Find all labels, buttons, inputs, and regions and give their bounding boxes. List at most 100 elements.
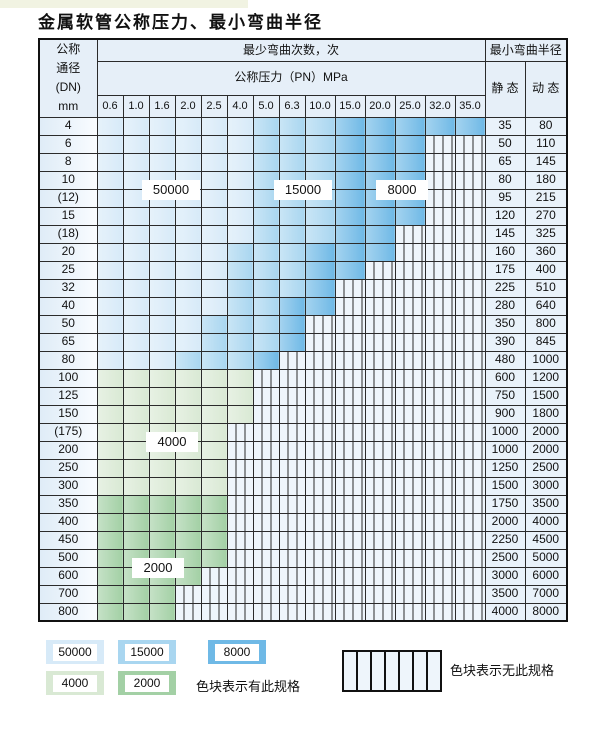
spec-cell-g1 [148, 458, 176, 478]
no-spec-cell [278, 458, 306, 478]
no-spec-cell [226, 584, 254, 604]
spec-cell-b1 [200, 206, 228, 226]
no-spec-cell [424, 386, 456, 406]
spec-cell-b1 [200, 296, 228, 316]
pressure-col-header: 32.0 [424, 94, 456, 118]
static-radius-cell: 145 [484, 224, 526, 244]
spec-cell-g1 [96, 458, 124, 478]
dn-cell: 500 [38, 548, 98, 568]
spec-cell-b1 [200, 260, 228, 280]
no-spec-cell [304, 566, 336, 586]
spec-cell-g1 [200, 476, 228, 496]
spec-cell-b1 [226, 188, 254, 208]
no-spec-cell [364, 566, 396, 586]
table-row: 250 1250 2500 [38, 458, 568, 478]
table-row: 450 2250 4500 [38, 530, 568, 550]
spec-cell-b2 [226, 260, 254, 280]
no-spec-cell [454, 548, 486, 568]
spec-cell-g1 [174, 404, 202, 424]
spec-cell-b3 [334, 242, 366, 262]
spec-cell-b1 [174, 242, 202, 262]
spec-cell-g2 [148, 494, 176, 514]
table-row: 400 2000 4000 [38, 512, 568, 532]
spec-cell-b3 [304, 278, 336, 298]
static-radius-cell: 1000 [484, 422, 526, 442]
spec-cell-b2 [200, 314, 228, 334]
no-spec-cell [226, 494, 254, 514]
dynamic-radius-cell: 1500 [524, 386, 568, 406]
pressure-col-header: 6.3 [278, 94, 306, 118]
legend-swatch-2000: 2000 [118, 671, 176, 695]
spec-cell-g2 [174, 512, 202, 532]
no-spec-cell [334, 332, 366, 352]
no-spec-cell [394, 494, 426, 514]
no-spec-cell [364, 440, 396, 460]
spec-cell-b1 [174, 296, 202, 316]
legend-swatch-50000: 50000 [46, 640, 104, 664]
no-spec-cell [334, 530, 366, 550]
no-spec-cell [454, 494, 486, 514]
no-spec-cell [394, 440, 426, 460]
spec-cell-b3 [278, 296, 306, 316]
no-spec-cell [394, 296, 426, 316]
spec-cell-g2 [200, 512, 228, 532]
spec-cell-b2 [278, 224, 306, 244]
dn-cell: 80 [38, 350, 98, 370]
legend-label-15000: 15000 [125, 643, 169, 661]
dn-cell: 20 [38, 242, 98, 262]
no-spec-cell [252, 602, 280, 622]
spec-cell-b1 [200, 224, 228, 244]
no-spec-cell [334, 350, 366, 370]
no-spec-cell [364, 260, 396, 280]
spec-cell-b1 [148, 332, 176, 352]
no-spec-cell [334, 404, 366, 424]
static-radius-cell: 390 [484, 332, 526, 352]
spec-cell-g1 [122, 368, 150, 388]
spec-cell-b3 [304, 260, 336, 280]
spec-cell-b2 [278, 260, 306, 280]
spec-cell-b1 [148, 278, 176, 298]
spec-cell-b2 [252, 134, 280, 154]
table-row: 200 1000 2000 [38, 440, 568, 460]
legend-no-spec-swatch [342, 650, 442, 692]
no-spec-cell [334, 422, 366, 442]
table-row: 150 900 1800 [38, 404, 568, 424]
no-spec-cell [364, 368, 396, 388]
pressure-col-header: 10.0 [304, 94, 336, 118]
spec-cell-b1 [226, 206, 254, 226]
spec-cell-g2 [96, 584, 124, 604]
static-radius-cell: 2000 [484, 512, 526, 532]
no-spec-cell [252, 584, 280, 604]
legend-swatch-15000: 15000 [118, 640, 176, 664]
spec-cell-b3 [334, 116, 366, 136]
no-spec-cell [424, 368, 456, 388]
spec-cell-b1 [96, 188, 124, 208]
spec-cell-g1 [122, 422, 150, 442]
static-radius-cell: 1000 [484, 440, 526, 460]
legend-swatch-8000: 8000 [208, 640, 266, 664]
no-spec-cell [304, 584, 336, 604]
no-spec-cell [278, 602, 306, 622]
spec-cell-b3 [334, 206, 366, 226]
spec-cell-b2 [252, 314, 280, 334]
no-spec-cell [364, 602, 396, 622]
no-spec-cell [364, 476, 396, 496]
spec-cell-b1 [148, 296, 176, 316]
page-edge-strip [0, 0, 248, 8]
dynamic-radius-cell: 845 [524, 332, 568, 352]
no-spec-cell [334, 278, 366, 298]
spec-cell-g2 [96, 602, 124, 622]
no-spec-cell [454, 476, 486, 496]
no-spec-cell [278, 494, 306, 514]
spec-cell-b1 [200, 188, 228, 208]
spec-cell-b2 [278, 206, 306, 226]
no-spec-cell [200, 602, 228, 622]
no-spec-cell [424, 170, 456, 190]
pressure-col-header: 1.0 [122, 94, 150, 118]
spec-cell-g1 [200, 404, 228, 424]
no-spec-cell [364, 530, 396, 550]
pressure-col-header: 0.6 [96, 94, 124, 118]
no-spec-cell [334, 584, 366, 604]
no-spec-cell [394, 368, 426, 388]
spec-cell-g2 [122, 512, 150, 532]
